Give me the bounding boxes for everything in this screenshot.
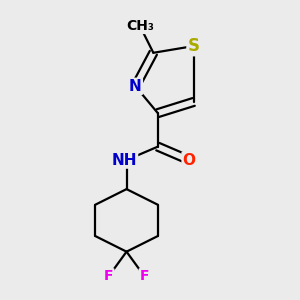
Text: O: O	[183, 153, 196, 168]
Text: S: S	[188, 37, 200, 55]
Text: N: N	[129, 79, 142, 94]
Text: NH: NH	[112, 153, 137, 168]
Text: CH₃: CH₃	[126, 19, 154, 33]
Text: F: F	[104, 269, 113, 283]
Text: F: F	[140, 269, 149, 283]
